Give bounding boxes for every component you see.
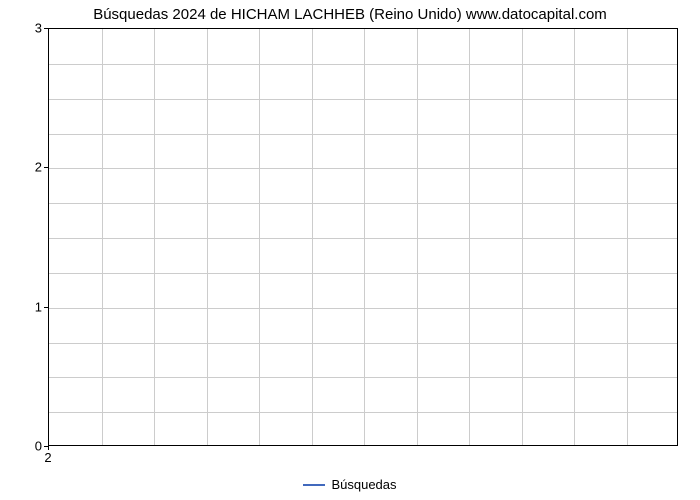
gridline-v — [364, 29, 365, 445]
y-tick-label: 2 — [12, 160, 42, 175]
gridline-v — [574, 29, 575, 445]
y-tick-mark — [44, 307, 48, 308]
gridline-h — [49, 308, 677, 309]
y-tick-label: 1 — [12, 299, 42, 314]
gridline-v — [417, 29, 418, 445]
legend: Búsquedas — [0, 476, 700, 492]
y-tick-label: 0 — [12, 439, 42, 454]
chart-title: Búsquedas 2024 de HICHAM LACHHEB (Reino … — [0, 6, 700, 23]
gridline-h — [49, 238, 677, 239]
x-tick-label: 2 — [44, 450, 51, 465]
gridline-v — [522, 29, 523, 445]
y-tick-mark — [44, 167, 48, 168]
gridline-h — [49, 168, 677, 169]
gridline-h — [49, 99, 677, 100]
gridline-v — [207, 29, 208, 445]
y-tick-mark — [44, 28, 48, 29]
x-tick-mark — [48, 446, 49, 450]
gridline-h — [49, 273, 677, 274]
legend-line-icon — [303, 484, 325, 486]
gridline-v — [259, 29, 260, 445]
gridline-h — [49, 203, 677, 204]
gridline-h — [49, 377, 677, 378]
gridline-h — [49, 134, 677, 135]
gridline-h — [49, 412, 677, 413]
gridline-v — [154, 29, 155, 445]
gridline-v — [312, 29, 313, 445]
y-tick-label: 3 — [12, 21, 42, 36]
plot-area — [48, 28, 678, 446]
gridline-h — [49, 343, 677, 344]
gridline-v — [102, 29, 103, 445]
legend-label: Búsquedas — [331, 477, 396, 492]
gridline-v — [469, 29, 470, 445]
chart-container: Búsquedas 2024 de HICHAM LACHHEB (Reino … — [0, 0, 700, 500]
gridline-h — [49, 64, 677, 65]
gridline-v — [627, 29, 628, 445]
